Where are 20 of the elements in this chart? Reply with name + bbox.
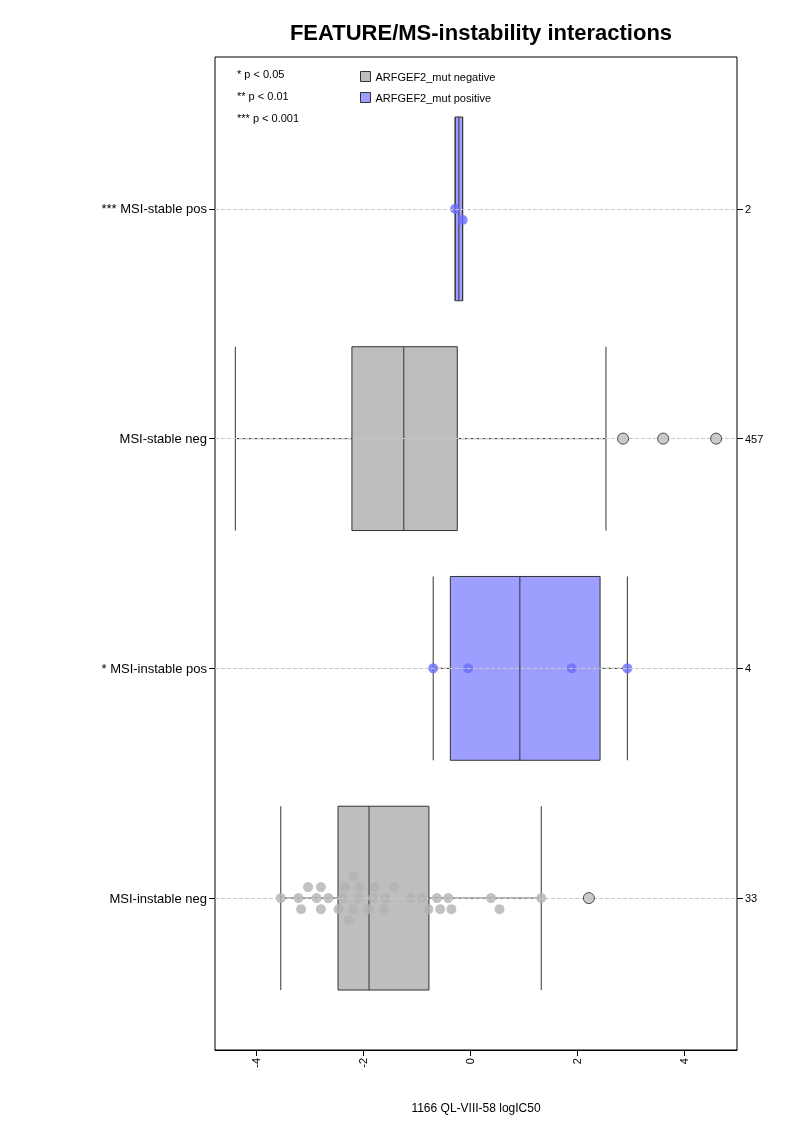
x-tick-label: -4 (250, 1058, 263, 1068)
y2-tick-label: 2 (745, 202, 752, 215)
legend-label: ARFGEF2_mut negative (375, 70, 496, 83)
y-tick-label: MSI-stable neg (119, 431, 207, 447)
y2-tick-label: 4 (745, 662, 752, 675)
x-tick-label: 2 (571, 1058, 584, 1065)
x-axis-title: 1166 QL-VIII-58 logIC50 (411, 1101, 541, 1115)
y-tick-label: * MSI-instable pos (101, 660, 208, 676)
x-tick-label: -2 (357, 1058, 370, 1068)
legend-label: ARFGEF2_mut positive (375, 91, 492, 104)
x-tick-label: 0 (464, 1058, 477, 1065)
y2-tick-label: 457 (745, 432, 764, 445)
y-tick-label: MSI-instable neg (109, 890, 207, 906)
y2-tick-label: 33 (745, 892, 758, 905)
annotation: * p < 0.05 (237, 67, 285, 80)
x-tick-label: 4 (678, 1058, 691, 1065)
annotation: ** p < 0.01 (237, 89, 289, 102)
y-tick-label: *** MSI-stable pos (101, 201, 208, 217)
chart-title: FEATURE/MS-instability interactions (289, 19, 673, 45)
annotation: *** p < 0.001 (237, 111, 300, 124)
